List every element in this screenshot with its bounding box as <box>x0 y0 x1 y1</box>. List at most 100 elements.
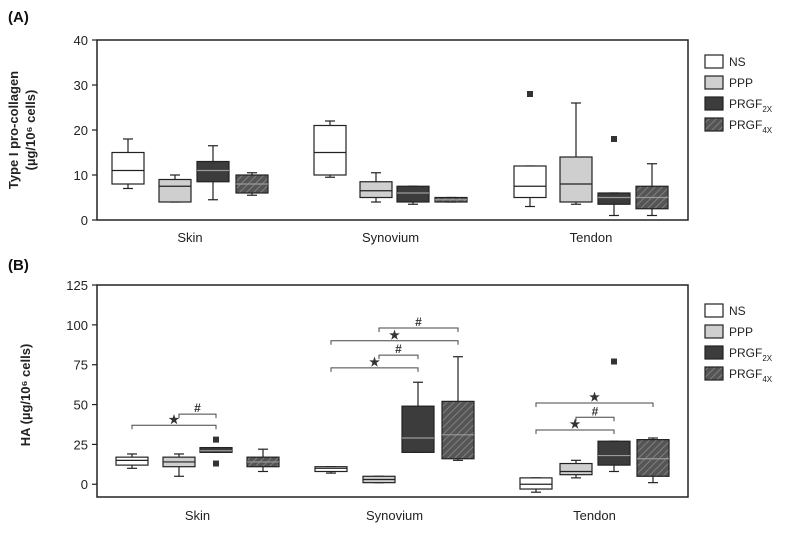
box-body <box>314 466 348 473</box>
legend-label-sub: 2X <box>762 354 772 363</box>
bracket-line <box>378 354 419 360</box>
box-ppp-tendon <box>559 459 593 479</box>
category-label: Skin <box>177 230 202 245</box>
legend-label: NS <box>729 304 746 318</box>
significance-bracket: # <box>575 404 615 422</box>
box-body <box>115 456 149 466</box>
box-body <box>196 160 230 183</box>
significance-symbol: # <box>395 342 402 356</box>
legend-item-prgf2x: PRGF2X <box>704 345 773 363</box>
legend-swatch <box>704 345 724 360</box>
box-prgf4x-synovium <box>434 196 468 203</box>
legend-label: PRGF2X <box>729 97 773 114</box>
legend-item-ppp: PPP <box>704 324 753 339</box>
bracket-line <box>535 429 615 435</box>
bracket-line <box>575 416 615 422</box>
legend-label: PPP <box>729 76 753 90</box>
legend-swatch <box>704 117 724 132</box>
bracket-line <box>330 367 419 372</box>
legend-label: PPP <box>729 325 753 339</box>
significance-symbol: # <box>592 404 599 418</box>
box-prgf4x-tendon <box>635 163 669 217</box>
legend-label-sub: 2X <box>762 105 772 114</box>
y-axis-label-line: Type I pro-collagen <box>6 71 21 189</box>
box-prgf4x-tendon <box>636 437 670 484</box>
box-prgf2x-tendon <box>597 136 631 217</box>
chart-panel-b: (B) 0 25 50 75 100 125 HA (µg/10⁶ cells) Skin Syn… <box>8 257 773 523</box>
significance-bracket: # <box>178 401 217 419</box>
legend-item-ns: NS <box>704 54 746 69</box>
legend-swatch <box>704 54 724 69</box>
panel-label: (A) <box>8 9 29 26</box>
box-body <box>513 165 547 199</box>
box-prgf4x-skin <box>235 172 269 196</box>
legend-label-main: NS <box>729 55 746 69</box>
legend-label: PRGF2X <box>729 346 773 363</box>
box-prgf2x-synovium <box>401 381 435 453</box>
outlier-point <box>527 91 533 97</box>
box-body <box>158 178 192 203</box>
y-tick-label: 20 <box>74 123 88 138</box>
legend-label-sub: 4X <box>762 126 772 135</box>
box-prgf2x-skin <box>199 436 233 467</box>
significance-bracket: ★ <box>535 390 654 407</box>
legend-swatch <box>704 366 724 381</box>
panel-label: (B) <box>8 257 29 274</box>
legend-swatch <box>704 75 724 90</box>
legend-label-main: PPP <box>729 76 753 90</box>
legend-label-main: PRGF <box>729 346 762 360</box>
y-axis-label: HA (µg/10⁶ cells) <box>18 344 33 447</box>
outlier-point <box>611 358 617 365</box>
box-ns-skin <box>111 138 145 190</box>
legend-item-prgf2x: PRGF2X <box>704 96 773 114</box>
legend-swatch <box>704 96 724 111</box>
significance-bracket: ★ <box>330 355 419 372</box>
legend-label: NS <box>729 55 746 69</box>
box-body <box>401 405 435 453</box>
box-body <box>441 400 475 460</box>
significance-bracket: # <box>378 315 459 333</box>
bracket-line <box>378 327 459 333</box>
legend-item-prgf4x: PRGF4X <box>704 117 773 135</box>
legend-item-ppp: PPP <box>704 75 753 90</box>
y-tick-label: 125 <box>66 278 88 293</box>
significance-bracket: ★ <box>535 417 615 435</box>
box-ppp-synovium <box>359 172 393 203</box>
box-body <box>636 439 670 477</box>
legend-label-main: PPP <box>729 325 753 339</box>
plot-frame <box>96 284 689 498</box>
legend-label: PRGF4X <box>729 367 773 384</box>
box-body <box>396 185 430 203</box>
significance-symbol: # <box>415 315 422 329</box>
box-ns-tendon <box>519 477 553 493</box>
legend-label-main: PRGF <box>729 97 762 111</box>
box-body <box>199 446 233 453</box>
outlier-point <box>213 436 219 443</box>
legend-swatch <box>704 303 724 318</box>
bracket-line <box>330 340 459 345</box>
outlier-point <box>213 460 219 467</box>
significance-symbol: ★ <box>169 412 180 426</box>
box-prgf2x-synovium <box>396 185 430 205</box>
box-body <box>519 477 553 490</box>
legend-label-sub: 4X <box>762 375 772 384</box>
y-axis-label-line: (µg/10⁶ cells) <box>23 90 38 171</box>
y-tick-label: 50 <box>74 398 88 413</box>
box-body <box>559 156 593 203</box>
legend-item-prgf4x: PRGF4X <box>704 366 773 384</box>
y-tick-label: 0 <box>81 477 88 492</box>
legend-label-main: PRGF <box>729 367 762 381</box>
legend-swatch <box>704 324 724 339</box>
y-tick-label: 75 <box>74 358 88 373</box>
box-body <box>359 181 393 199</box>
category-label: Tendon <box>573 508 616 523</box>
y-tick-label: 30 <box>74 78 88 93</box>
significance-symbol: ★ <box>589 390 600 404</box>
box-body <box>313 124 347 176</box>
bracket-line <box>178 413 217 419</box>
legend-label: PRGF4X <box>729 118 773 135</box>
legend-label-main: PRGF <box>729 118 762 132</box>
y-axis-label-line: HA (µg/10⁶ cells) <box>18 344 33 447</box>
box-prgf4x-synovium <box>441 356 475 461</box>
significance-symbol: # <box>194 401 201 415</box>
